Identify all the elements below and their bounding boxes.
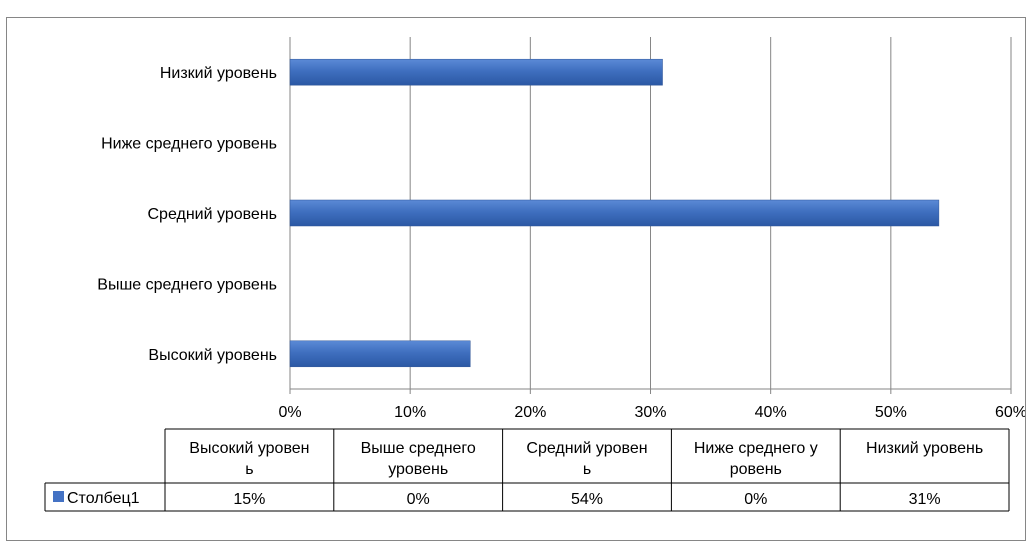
bar: [289, 199, 940, 227]
bar-chart: 0% 10% 20% 30% 40% 50% 60%Высокий уровеньВыше …: [44, 37, 1025, 512]
category-label: Низкий уровень: [160, 65, 277, 82]
legend-swatch: [53, 491, 64, 502]
x-tick-label: 20%: [514, 404, 546, 421]
table-value: 15%: [233, 491, 265, 508]
x-tick-label: 0%: [278, 404, 301, 421]
table-header: ь: [583, 461, 591, 478]
table-header: Средний уровен: [526, 440, 647, 457]
x-tick-label: 30%: [634, 404, 666, 421]
table-header: ровень: [730, 461, 782, 478]
table-value: 31%: [909, 491, 941, 508]
table-header: Низкий уровень: [866, 440, 983, 457]
bar: [289, 58, 663, 86]
category-label: Средний уровень: [148, 206, 278, 223]
category-label: Высокий уровень: [148, 347, 277, 364]
legend-series-name: Столбец1: [67, 490, 140, 507]
table-header: Высокий уровен: [189, 440, 309, 457]
table-header: Выше среднего: [361, 440, 476, 457]
bar: [289, 340, 471, 368]
category-label: Выше среднего уровень: [97, 276, 277, 293]
table-value: 0%: [744, 491, 767, 508]
table-header: уровень: [388, 461, 448, 478]
table-value: 0%: [407, 491, 430, 508]
x-tick-label: 10%: [394, 404, 426, 421]
x-tick-label: 40%: [755, 404, 787, 421]
x-tick-label: 60%: [995, 404, 1025, 421]
chart-frame: 0% 10% 20% 30% 40% 50% 60% Высокий уровень Выше …: [6, 17, 1026, 541]
x-tick-label: 50%: [875, 404, 907, 421]
table-header: Ниже среднего у: [694, 440, 818, 457]
table-header: ь: [245, 461, 253, 478]
category-label: Ниже среднего уровень: [101, 136, 277, 153]
table-value: 54%: [571, 491, 603, 508]
